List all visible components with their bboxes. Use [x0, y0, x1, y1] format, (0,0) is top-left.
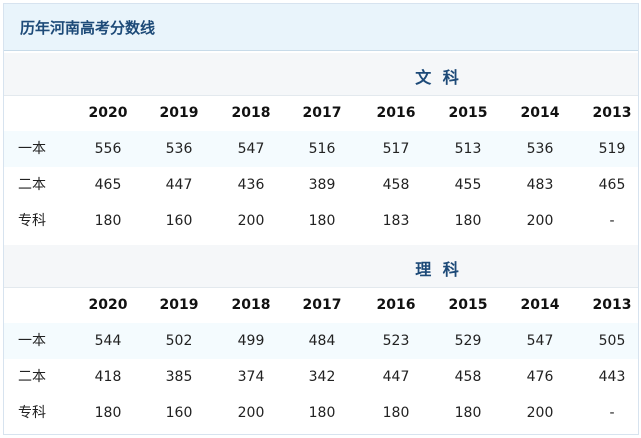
year-header-cell: 2014	[520, 297, 560, 313]
score-cell: 342	[308, 369, 336, 385]
table-row: 一本 556 536 547 516 517 513 536 519	[4, 131, 638, 167]
table-row: 一本 544 502 499 484 523 529 547 505	[4, 323, 638, 359]
score-table-panel: 历年河南高考分数线 文 科 2020 2019 2018 2017 2016 2015 201…	[3, 3, 639, 435]
year-header-cell: 2018	[231, 105, 271, 121]
table-row: 二本 465 447 436 389 458 455 483 465	[4, 167, 638, 203]
score-cell: 505	[598, 333, 626, 349]
row-label: 一本	[18, 141, 46, 157]
row-label: 一本	[18, 333, 46, 349]
year-header-cell: 2017	[302, 297, 342, 313]
score-cell: 180	[382, 405, 410, 421]
table-row: 专科 180 160 200 180 180 180 200 -	[4, 395, 638, 431]
score-cell: 502	[165, 333, 193, 349]
score-cell: 200	[526, 213, 554, 229]
score-cell: -	[609, 405, 615, 421]
score-cell: 160	[165, 405, 193, 421]
table-row: 专科 180 160 200 180 183 180 200 -	[4, 203, 638, 239]
section-title: 文 科	[415, 68, 462, 87]
score-cell: 200	[526, 405, 554, 421]
score-cell: 443	[598, 369, 626, 385]
score-cell: 455	[454, 177, 482, 193]
score-cell: 180	[454, 405, 482, 421]
year-header-cell: 2016	[376, 297, 416, 313]
panel-header: 历年河南高考分数线	[4, 4, 638, 51]
score-cell: 529	[454, 333, 482, 349]
score-cell: 476	[526, 369, 554, 385]
score-cell: 513	[454, 141, 482, 157]
score-cell: 160	[165, 213, 193, 229]
row-label: 二本	[18, 369, 46, 385]
year-header-cell: 2013	[592, 297, 632, 313]
score-cell: 544	[94, 333, 122, 349]
score-cell: 436	[237, 177, 265, 193]
score-cell: 183	[382, 213, 410, 229]
section-title: 理 科	[415, 260, 462, 279]
table-row: 二本 418 385 374 342 447 458 476 443	[4, 359, 638, 395]
score-cell: 447	[382, 369, 410, 385]
row-label: 专科	[18, 405, 46, 421]
score-cell: 536	[165, 141, 193, 157]
score-cell: 484	[308, 333, 336, 349]
year-header-cell: 2015	[448, 297, 488, 313]
score-cell: 547	[237, 141, 265, 157]
year-header-cell: 2013	[592, 105, 632, 121]
panel-title: 历年河南高考分数线	[20, 19, 156, 37]
score-cell: 517	[382, 141, 410, 157]
score-cell: 458	[382, 177, 410, 193]
score-cell: 180	[94, 213, 122, 229]
year-header-cell: 2016	[376, 105, 416, 121]
row-label: 专科	[18, 213, 46, 229]
year-header-row: 2020 2019 2018 2017 2016 2015 2014 2013	[4, 95, 638, 131]
score-cell: 556	[94, 141, 122, 157]
year-header-cell: 2019	[159, 105, 199, 121]
score-cell: 180	[308, 405, 336, 421]
score-cell: 499	[237, 333, 265, 349]
year-header-cell: 2017	[302, 105, 342, 121]
score-cell: 180	[454, 213, 482, 229]
score-cell: 516	[308, 141, 336, 157]
score-cell: 374	[237, 369, 265, 385]
year-header-cell: 2020	[88, 297, 128, 313]
score-cell: 465	[94, 177, 122, 193]
score-cell: 389	[308, 177, 336, 193]
score-cell: 180	[94, 405, 122, 421]
section-header: 文 科	[4, 53, 638, 96]
year-header-row: 2020 2019 2018 2017 2016 2015 2014 2013	[4, 287, 638, 323]
year-header-cell: 2018	[231, 297, 271, 313]
score-cell: 519	[598, 141, 626, 157]
row-label: 二本	[18, 177, 46, 193]
score-cell: 483	[526, 177, 554, 193]
year-header-cell: 2015	[448, 105, 488, 121]
score-cell: 200	[237, 405, 265, 421]
score-cell: 536	[526, 141, 554, 157]
score-cell: 418	[94, 369, 122, 385]
score-cell: 200	[237, 213, 265, 229]
year-header-cell: 2020	[88, 105, 128, 121]
score-cell: 385	[165, 369, 193, 385]
score-cell: 458	[454, 369, 482, 385]
score-cell: 523	[382, 333, 410, 349]
score-cell: 465	[598, 177, 626, 193]
score-cell: 447	[165, 177, 193, 193]
score-cell: -	[609, 213, 615, 229]
year-header-cell: 2014	[520, 105, 560, 121]
year-header-cell: 2019	[159, 297, 199, 313]
section-header: 理 科	[4, 245, 638, 288]
score-cell: 547	[526, 333, 554, 349]
score-cell: 180	[308, 213, 336, 229]
